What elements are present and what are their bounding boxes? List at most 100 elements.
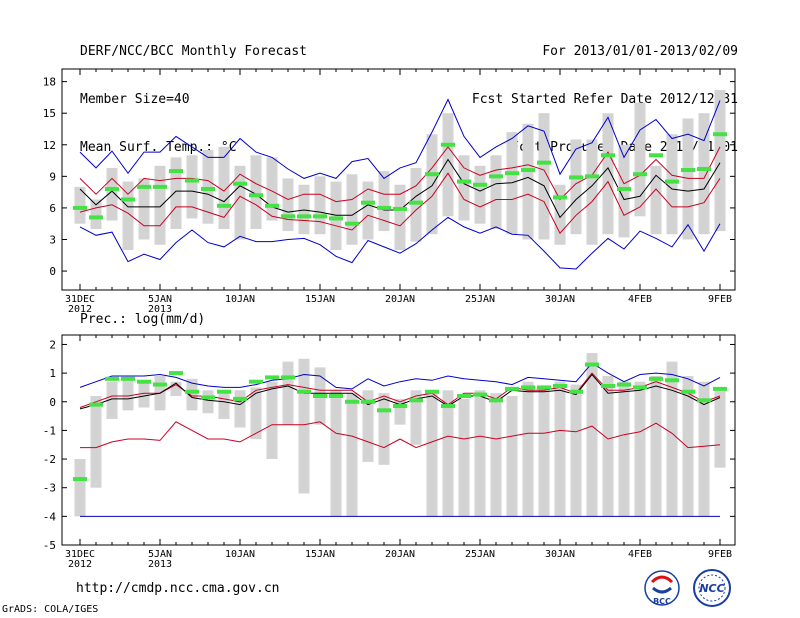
y-tick-label: -1	[43, 424, 56, 437]
median-marker	[281, 375, 295, 380]
box-bar	[586, 139, 598, 245]
box-bar	[298, 184, 310, 235]
median-marker	[489, 398, 503, 403]
median-marker	[249, 379, 263, 384]
x-tick-label: 10JAN	[225, 549, 255, 560]
box-bar	[122, 181, 134, 251]
box-bar	[122, 378, 134, 411]
ncc-logo: NCC	[693, 569, 731, 607]
logos: BCC NCC	[644, 569, 731, 607]
box-bar	[570, 384, 582, 517]
median-marker	[425, 389, 439, 394]
median-marker	[441, 142, 455, 147]
x-tick-label: 31DEC	[65, 294, 95, 305]
box-bar	[202, 390, 214, 414]
grads-credit: GrADS: COLA/IGES	[2, 604, 99, 615]
y-tick-label: 12	[43, 139, 56, 152]
box-bar	[474, 390, 486, 517]
box-bar	[442, 113, 454, 217]
median-marker	[313, 214, 327, 219]
y-tick-label: 3	[49, 233, 56, 246]
box-bar	[394, 184, 406, 251]
median-marker	[249, 193, 263, 198]
median-marker	[393, 206, 407, 211]
x-tick-year-label: 2012	[68, 559, 92, 570]
median-marker	[633, 385, 647, 390]
box-bar	[538, 387, 550, 517]
x-tick-label: 5JAN	[148, 294, 172, 305]
y-tick-label: 18	[43, 76, 56, 89]
x-tick-label: 4FEB	[628, 549, 652, 560]
box-bar	[666, 134, 678, 235]
box-bar	[170, 157, 182, 229]
p90-line	[79, 146, 721, 203]
box-bar	[138, 178, 150, 240]
box-bar	[426, 390, 438, 517]
median-marker	[89, 402, 103, 407]
x-tick-label: 5JAN	[148, 549, 172, 560]
box-bar	[250, 155, 262, 229]
median-marker	[505, 386, 519, 391]
median-marker	[473, 182, 487, 187]
median-marker	[585, 362, 599, 367]
median-marker	[553, 383, 567, 388]
box-bar	[218, 146, 230, 229]
box-bar	[106, 381, 118, 419]
median-marker	[361, 399, 375, 404]
median-marker	[569, 175, 583, 180]
y-tick-label: -5	[43, 539, 56, 552]
bcc-logo: BCC	[644, 570, 680, 606]
precip-title: Prec.: log(mm/d)	[80, 312, 205, 327]
median-marker	[713, 386, 727, 391]
y-tick-label: -2	[43, 453, 56, 466]
x-tick-label: 25JAN	[465, 549, 495, 560]
box-bar	[282, 361, 294, 425]
box-bar	[410, 390, 422, 445]
y-tick-label: 9	[49, 170, 56, 183]
x-tick-year-label: 2013	[148, 559, 172, 570]
x-tick-label: 30JAN	[545, 549, 575, 560]
box-bar	[346, 174, 358, 245]
median-marker	[89, 215, 103, 220]
box-bar	[602, 375, 614, 517]
x-tick-label: 15JAN	[305, 294, 335, 305]
median-marker	[137, 379, 151, 384]
box-bar	[90, 396, 102, 488]
box-bar	[138, 381, 150, 408]
box-bar	[74, 186, 86, 224]
box-bar	[458, 398, 470, 517]
median-marker	[121, 376, 135, 381]
median-marker	[489, 174, 503, 179]
box-bar	[522, 381, 534, 517]
median-marker	[185, 178, 199, 183]
median-marker	[329, 216, 343, 221]
median-marker	[697, 166, 711, 171]
median-marker	[73, 477, 87, 482]
median-marker	[377, 408, 391, 413]
median-marker	[201, 395, 215, 400]
box-bar	[314, 176, 326, 235]
box-bar	[154, 165, 166, 245]
median-marker	[217, 389, 231, 394]
y-tick-label: 1	[49, 367, 56, 380]
y-tick-label: 0	[49, 396, 56, 409]
median-marker	[601, 153, 615, 158]
box-bar	[602, 113, 614, 235]
median-marker	[473, 392, 487, 397]
source-url[interactable]: http://cmdp.ncc.cma.gov.cn	[76, 581, 280, 596]
median-marker	[297, 389, 311, 394]
box-bar	[554, 184, 566, 245]
median-marker	[537, 160, 551, 165]
x-tick-label: 30JAN	[545, 294, 575, 305]
box-bar	[538, 113, 550, 240]
median-marker	[313, 394, 327, 399]
precipitation-frame	[61, 334, 736, 546]
box-bar	[410, 167, 422, 242]
box-bar	[650, 375, 662, 517]
box-bar	[202, 150, 214, 224]
chart-title: DERF/NCC/BCC Monthly Forecast	[80, 44, 307, 59]
median-marker	[409, 200, 423, 205]
box-bar	[634, 102, 646, 217]
median-marker	[633, 172, 647, 177]
x-tick-label: 4FEB	[628, 294, 652, 305]
